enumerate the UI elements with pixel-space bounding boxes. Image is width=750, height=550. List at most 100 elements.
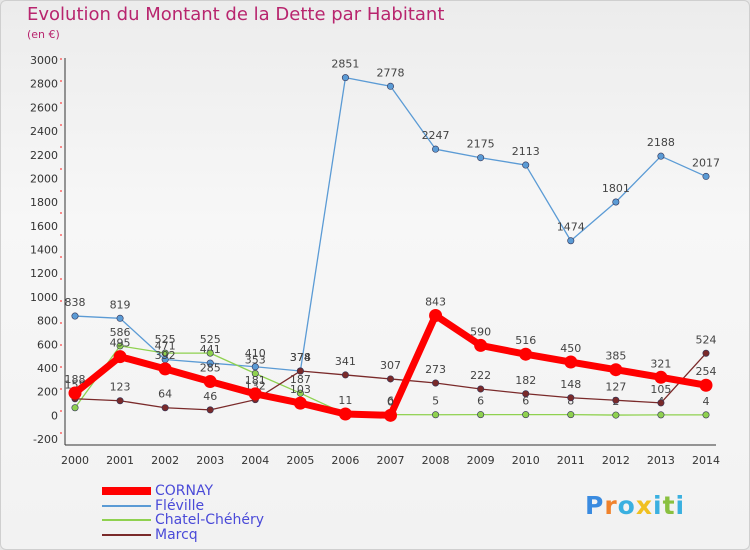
data-point (522, 411, 530, 419)
data-point (296, 367, 304, 375)
data-point (477, 411, 485, 419)
data-label: 285 (200, 362, 221, 375)
y-tick-label: 200 (37, 386, 58, 399)
data-point (113, 350, 127, 364)
data-point (474, 338, 488, 352)
x-tick-label: 2005 (286, 454, 314, 467)
data-label: 182 (515, 374, 536, 387)
y-tick-label: -200 (33, 433, 58, 446)
data-label: 2778 (377, 66, 405, 79)
chart-title: Evolution du Montant de la Dette par Hab… (27, 4, 445, 25)
y-tick-label: 1400 (30, 244, 58, 257)
data-point (429, 308, 443, 322)
data-label: 843 (425, 295, 446, 308)
x-tick-label: 2001 (106, 454, 134, 467)
data-point (612, 396, 620, 404)
data-point (116, 342, 124, 350)
legend-label-cornay: CORNAY (155, 483, 214, 499)
y-tick-label: 2200 (30, 149, 58, 162)
data-label: 0 (387, 395, 394, 408)
data-point (116, 314, 124, 322)
data-label: 188 (65, 373, 86, 386)
logo-letter: i (675, 491, 686, 520)
data-point (699, 378, 713, 392)
y-tick-label: 0 (51, 409, 58, 422)
data-point (519, 347, 533, 361)
data-point (477, 154, 485, 162)
data-label: 46 (203, 390, 217, 403)
data-label: 410 (245, 347, 266, 360)
data-label: 123 (110, 381, 131, 394)
legend-swatch-cornay (102, 487, 151, 495)
data-point (296, 389, 304, 397)
data-label: 6 (477, 395, 484, 408)
y-tick-label: 1200 (30, 267, 58, 280)
data-point (702, 411, 710, 419)
data-point (612, 198, 620, 206)
y-tick-label: 600 (37, 338, 58, 351)
data-point (567, 411, 575, 419)
data-label: 838 (65, 296, 86, 309)
data-label: 181 (245, 374, 266, 387)
data-label: 273 (425, 363, 446, 376)
data-label: 525 (155, 333, 176, 346)
data-label: 495 (110, 337, 131, 350)
data-point (203, 375, 217, 389)
data-label: 590 (470, 325, 491, 338)
data-label: 2247 (422, 129, 450, 142)
data-label: 819 (110, 298, 131, 311)
data-point (567, 394, 575, 402)
data-point (612, 411, 620, 419)
y-tick-label: 400 (37, 362, 58, 375)
data-label: 450 (560, 342, 581, 355)
data-label: 378 (290, 351, 311, 364)
data-point (68, 386, 82, 400)
x-tick-label: 2010 (512, 454, 540, 467)
data-point (702, 349, 710, 357)
data-point (248, 387, 262, 401)
logo-letter: o (617, 491, 636, 520)
data-label: 374 (290, 351, 311, 364)
data-point (293, 396, 307, 410)
data-point (158, 362, 172, 376)
data-label: 353 (245, 354, 266, 367)
data-point (338, 407, 352, 421)
data-point (341, 74, 349, 82)
data-point (702, 172, 710, 180)
data-point (609, 363, 623, 377)
legend-label-chatel-chehery: Chatel-Chéhéry (155, 512, 265, 528)
data-point (251, 363, 259, 371)
x-tick-label: 2004 (241, 454, 269, 467)
data-point (71, 404, 79, 412)
series-line-fléville (74, 76, 707, 372)
data-point (71, 312, 79, 320)
logo-letter: P (585, 491, 605, 520)
data-label: 392 (155, 349, 176, 362)
data-point (206, 359, 214, 367)
legend-swatch-chatel-chehery (102, 519, 151, 521)
data-point (384, 408, 397, 422)
y-tick-label: 3000 (30, 54, 58, 67)
proxiti-logo: Proxiti (585, 491, 685, 520)
data-label: 524 (696, 333, 717, 346)
data-label: 105 (650, 383, 671, 396)
data-point (386, 375, 394, 383)
data-label: 525 (200, 333, 221, 346)
chart-subtitle: (en €) (27, 28, 60, 41)
data-point (206, 406, 214, 414)
logo-letter: t (662, 491, 676, 520)
x-tick-label: 2003 (196, 454, 224, 467)
data-label: 103 (290, 383, 311, 396)
data-label: 127 (605, 380, 626, 393)
data-point (432, 411, 440, 419)
x-tick-label: 2009 (467, 454, 495, 467)
data-point (522, 390, 530, 398)
data-label: 2175 (467, 138, 495, 151)
data-label: 1474 (557, 221, 585, 234)
data-label: 385 (605, 350, 626, 363)
data-point (206, 349, 214, 357)
logo-letter: x (635, 491, 653, 520)
logo-letter: i (653, 491, 663, 520)
legend-swatch-marcq (102, 533, 151, 536)
